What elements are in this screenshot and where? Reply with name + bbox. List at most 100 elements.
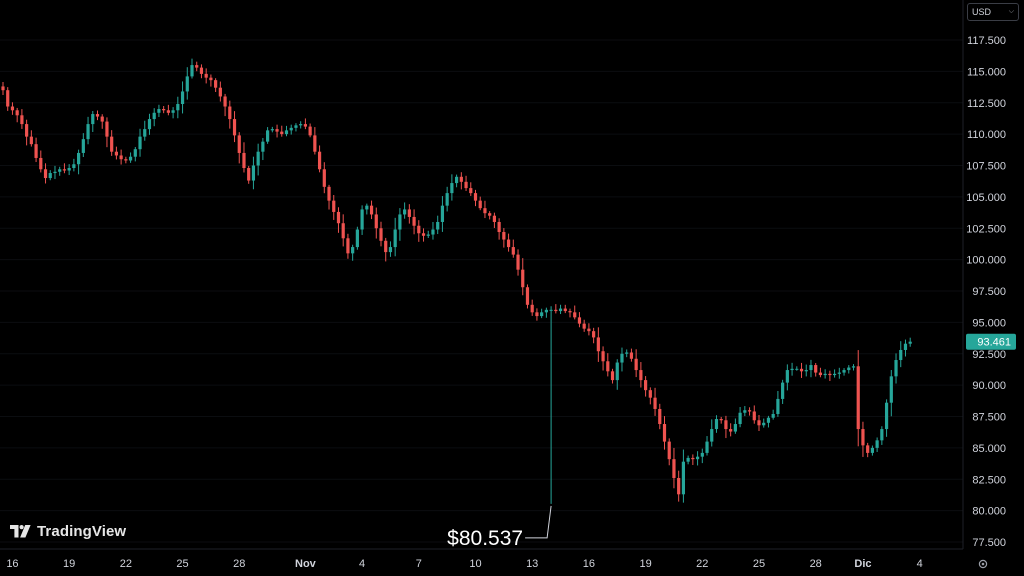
candle-body (171, 110, 175, 113)
annotation-leader-line (525, 505, 552, 539)
candle-body (549, 309, 553, 311)
candle-body (606, 361, 610, 372)
candle-body (223, 96, 227, 107)
candle-body (535, 312, 539, 317)
candle-body (752, 411, 756, 421)
candle-body (110, 136, 114, 152)
candle-body (695, 456, 700, 460)
currency-selector[interactable]: USD ⌵ (967, 3, 1019, 21)
candle-body (228, 106, 232, 120)
candle-body (86, 124, 90, 140)
candle-body (705, 441, 709, 453)
candle-body (327, 186, 331, 201)
time-tick-label: 28 (810, 558, 822, 570)
candle-body (573, 312, 577, 318)
candle-body (346, 238, 350, 254)
candle-body (582, 323, 586, 329)
candle-body (100, 116, 104, 122)
candle-body (322, 169, 326, 187)
candle-body (894, 360, 898, 377)
candle-body (450, 183, 454, 194)
candle-body (143, 129, 147, 137)
candle-body (733, 424, 737, 432)
candle-body (242, 152, 246, 169)
candle-body (610, 371, 615, 381)
candle-body (341, 223, 345, 239)
brand-name: TradingView (37, 523, 127, 540)
candle-body (270, 129, 274, 131)
candle-body (29, 136, 33, 145)
candle-body (729, 429, 733, 432)
candle-body (299, 124, 303, 126)
candle-body (469, 188, 473, 194)
price-tick-label: 115.000 (967, 66, 1006, 78)
candle-body (601, 351, 605, 362)
candle-body (629, 352, 634, 359)
candle-body (516, 254, 520, 270)
tradingview-logo-icon (10, 525, 31, 538)
candle-body (369, 205, 374, 215)
time-tick-label: 25 (753, 558, 765, 570)
candle-body (634, 358, 638, 371)
price-tick-label: 92.500 (972, 349, 1006, 361)
candle-body (247, 168, 251, 181)
chart-grid (0, 39, 963, 543)
candle-body (95, 114, 100, 117)
candle-body (218, 87, 222, 97)
low-price-annotation: $80.537 (447, 505, 552, 550)
candle-body (232, 119, 237, 136)
current-price-badge (966, 333, 1016, 350)
candle-body (166, 110, 170, 113)
candle-body (114, 151, 118, 156)
candle-body (785, 370, 789, 383)
time-axis[interactable]: 16 19 22 25 28 Nov 4 7 10 13 16 19 22 25 28 Dic 4 (6, 558, 922, 570)
candle-body (412, 216, 416, 226)
candle-body (403, 209, 407, 215)
candle-body (492, 215, 496, 222)
price-tick-label: 97.500 (972, 286, 1006, 298)
candle-body (124, 159, 128, 161)
time-tick-label: 19 (639, 558, 651, 570)
candle-body (365, 205, 369, 210)
candle-body (856, 366, 860, 430)
price-tick-label: 82.500 (972, 474, 1006, 486)
candle-body (620, 353, 624, 363)
price-axis[interactable]: 117.500 115.000 112.500 110.000 107.500 105.0… (966, 35, 1006, 549)
candle-body (506, 239, 511, 248)
candle-body (39, 157, 43, 170)
candle-body (587, 328, 591, 332)
candle-body (195, 65, 199, 68)
candle-body (795, 368, 799, 370)
candle-body (459, 176, 463, 182)
candle-body (781, 382, 785, 399)
candle-body (880, 429, 884, 441)
candle-body (426, 234, 430, 236)
time-tick-label: 25 (176, 558, 188, 570)
candle-body (280, 131, 284, 135)
candle-body (639, 370, 643, 381)
price-tick-label: 80.000 (972, 506, 1006, 518)
candle-body (837, 372, 841, 374)
time-tick-label: 4 (359, 558, 365, 570)
time-tick-label: 10 (469, 558, 481, 570)
candle-body (667, 441, 671, 460)
candle-body (804, 370, 808, 372)
candle-body (289, 127, 293, 131)
candle-body (615, 362, 619, 381)
candle-body (596, 337, 600, 352)
candle-body (180, 91, 185, 105)
candle-body (592, 331, 596, 338)
time-tick-label: 4 (917, 558, 923, 570)
candle-body (332, 200, 336, 212)
candle-body (67, 168, 71, 171)
tradingview-logo[interactable]: TradingView (10, 523, 126, 540)
candle-body (653, 397, 657, 409)
time-tick-label: 16 (6, 558, 18, 570)
candle-body (625, 352, 629, 354)
time-tick-label: Dic (854, 558, 871, 570)
candle-body (889, 376, 893, 403)
candle-body (407, 209, 411, 217)
gear-icon[interactable] (975, 556, 991, 572)
candle-body (818, 372, 823, 376)
